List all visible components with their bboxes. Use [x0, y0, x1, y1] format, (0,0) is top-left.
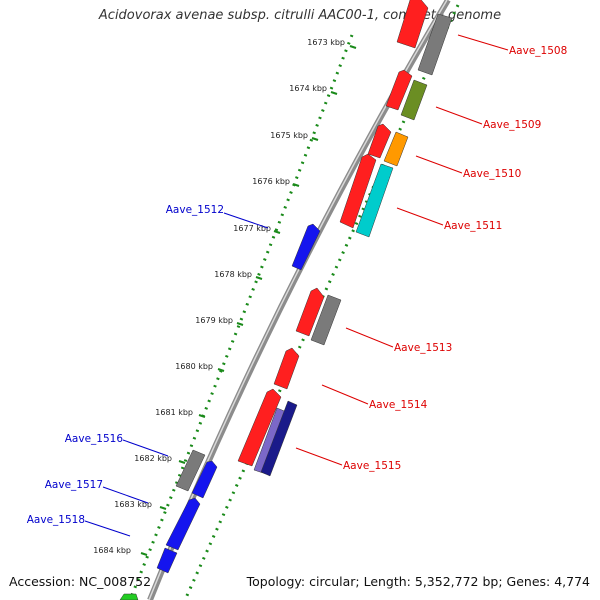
- gene-label[interactable]: Aave_1512: [166, 204, 224, 216]
- gene-label[interactable]: Aave_1510: [463, 168, 521, 180]
- gene-label[interactable]: Aave_1509: [483, 119, 541, 131]
- scale-label: 1676 kbp: [252, 177, 290, 186]
- label-connectors: [84, 34, 509, 537]
- gene-label[interactable]: Aave_1514: [369, 399, 428, 411]
- gene-feature[interactable]: [400, 79, 428, 121]
- map-title: Acidovorax avenae subsp. citrulli AAC00-…: [98, 8, 502, 23]
- outer-tick-track: [128, 34, 354, 600]
- gene-feature[interactable]: [273, 347, 300, 390]
- gene-feature[interactable]: [165, 497, 201, 551]
- accession-text: Accession: NC_008752: [9, 574, 152, 589]
- scale-label: 1682 kbp: [134, 454, 172, 463]
- topology-text: Topology: circular; Length: 5,352,772 bp…: [246, 574, 590, 589]
- scale-labels: 1673 kbp 1674 kbp 1675 kbp 1676 kbp 1677…: [93, 38, 345, 555]
- gene-feature[interactable]: [291, 223, 321, 271]
- forward-gene-labels: Aave_1508 Aave_1509 Aave_1510 Aave_1511 …: [343, 45, 567, 472]
- gene-feature[interactable]: [339, 153, 377, 229]
- gene-feature[interactable]: [191, 460, 218, 499]
- gene-feature[interactable]: [417, 13, 453, 76]
- reverse-strand-genes: [119, 223, 321, 600]
- gene-label[interactable]: Aave_1511: [444, 220, 502, 232]
- gene-feature[interactable]: [385, 69, 413, 111]
- gene-label[interactable]: Aave_1513: [394, 342, 452, 354]
- scale-label: 1674 kbp: [289, 84, 327, 93]
- gene-label[interactable]: Aave_1517: [45, 479, 103, 491]
- scale-label: 1683 kbp: [114, 500, 152, 509]
- gene-feature[interactable]: [396, 0, 429, 49]
- forward-strand-genes: [237, 0, 453, 477]
- gene-feature[interactable]: [367, 123, 392, 159]
- scale-tick-marks: [140, 45, 357, 556]
- gene-feature[interactable]: [119, 593, 139, 600]
- scale-label: 1678 kbp: [214, 270, 252, 279]
- gene-feature[interactable]: [355, 163, 394, 238]
- gene-feature[interactable]: [383, 131, 409, 167]
- scale-label: 1684 kbp: [93, 546, 131, 555]
- scale-label: 1680 kbp: [175, 362, 213, 371]
- gene-feature[interactable]: [310, 294, 342, 346]
- scale-label: 1675 kbp: [270, 131, 308, 140]
- scale-label: 1677 kbp: [233, 224, 271, 233]
- gene-feature[interactable]: [295, 287, 325, 337]
- scale-label: 1681 kbp: [155, 408, 193, 417]
- scale-label: 1679 kbp: [195, 316, 233, 325]
- gene-label[interactable]: Aave_1515: [343, 460, 401, 472]
- gene-label[interactable]: Aave_1508: [509, 45, 567, 57]
- gene-feature[interactable]: [260, 400, 298, 477]
- gene-label[interactable]: Aave_1516: [65, 433, 124, 445]
- gene-label[interactable]: Aave_1518: [27, 514, 85, 526]
- gene-feature[interactable]: [156, 547, 178, 574]
- scale-label: 1673 kbp: [307, 38, 345, 47]
- gene-feature[interactable]: [237, 388, 282, 467]
- gene-feature[interactable]: [175, 449, 206, 492]
- reverse-gene-labels: Aave_1512 Aave_1516 Aave_1517 Aave_1518: [27, 204, 224, 526]
